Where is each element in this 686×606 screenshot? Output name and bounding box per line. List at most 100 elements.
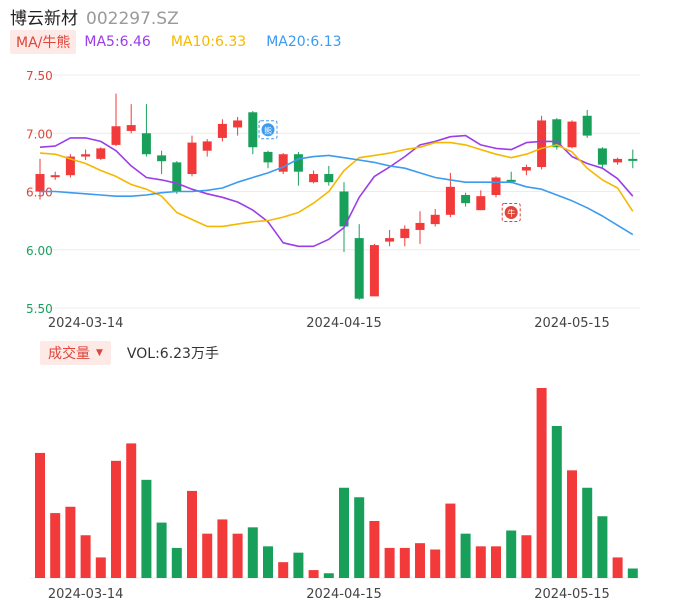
candle-body <box>126 125 136 131</box>
volume-indicator-label: 成交量 <box>48 346 90 362</box>
volume-bar <box>263 546 273 578</box>
stock-header: 博云新材 002297.SZ <box>10 4 179 29</box>
candle-body <box>278 154 288 172</box>
volume-bar <box>506 530 517 578</box>
candle <box>628 149 638 169</box>
candle <box>278 153 288 175</box>
volume-bar <box>460 533 471 578</box>
price-x-tick-label: 2024-04-15 <box>306 316 382 330</box>
bull-badge-icon: 牛 <box>501 202 521 222</box>
volume-bar <box>354 497 365 578</box>
candle-body <box>50 175 60 178</box>
candle <box>50 171 60 180</box>
volume-bar <box>278 562 289 578</box>
candle-body <box>157 155 167 162</box>
candle <box>461 192 471 207</box>
candle-body <box>613 158 623 163</box>
volume-bar <box>80 535 91 578</box>
candle-body <box>476 196 486 211</box>
candle-body <box>96 148 106 159</box>
volume-bar <box>521 535 532 578</box>
candle <box>430 208 440 227</box>
candle-body <box>415 222 425 230</box>
ma20-line <box>40 154 634 236</box>
bull-badge-icon-dot <box>504 205 518 219</box>
volume-bar <box>384 547 395 578</box>
price-y-tick-label: 7.00 <box>26 127 53 141</box>
ma5-line <box>39 134 634 248</box>
candle <box>187 135 197 177</box>
candle <box>354 224 364 300</box>
candle <box>202 139 212 157</box>
candle <box>309 170 319 184</box>
bull-badge-icon-text: 牛 <box>507 208 515 218</box>
caret-down-icon: ▼ <box>96 348 103 358</box>
candle <box>111 93 121 147</box>
candle-body <box>202 141 212 151</box>
candle-body <box>65 156 75 176</box>
candle <box>400 225 410 247</box>
volume-x-tick-label: 2024-03-14 <box>48 587 124 602</box>
volume-x-tick-label: 2024-04-15 <box>306 587 382 602</box>
volume-bar <box>50 513 61 578</box>
volume-legend: 成交量 ▼ VOL:6.23万手 <box>40 341 219 365</box>
candle <box>339 182 349 253</box>
candle-body <box>309 174 319 183</box>
volume-bar <box>171 547 182 578</box>
candle-body <box>628 158 638 161</box>
candle <box>96 147 106 161</box>
candle-body <box>187 142 197 175</box>
volume-bar <box>156 522 167 578</box>
stock-name: 博云新材 <box>10 9 78 29</box>
volume-bar <box>323 573 334 578</box>
price-x-tick-label: 2024-03-14 <box>48 316 124 330</box>
candle-body <box>567 121 577 148</box>
volume-bar <box>308 570 319 578</box>
candle-body <box>552 119 562 148</box>
volume-bar <box>430 549 441 578</box>
candle-body <box>248 112 258 148</box>
candle-body <box>217 123 227 138</box>
candle-body <box>400 228 410 239</box>
candle-body <box>324 174 334 183</box>
volume-bar <box>582 487 593 578</box>
candle <box>81 149 91 161</box>
candle <box>293 151 303 186</box>
candle-body <box>521 167 531 171</box>
price-y-tick-label: 5.50 <box>26 302 53 316</box>
volume-bar <box>35 452 45 578</box>
volume-bar <box>369 521 380 578</box>
volume-chart[interactable]: 2024-03-14 2024-04-15 2024-05-15 <box>0 360 686 606</box>
candle <box>567 120 577 149</box>
volume-indicator-button[interactable]: 成交量 ▼ <box>40 341 111 365</box>
ma10-label: MA10:6.33 <box>170 34 247 50</box>
candle <box>263 150 273 169</box>
candle-body <box>461 194 471 204</box>
candle-body <box>293 154 303 172</box>
candle <box>582 109 592 138</box>
volume-bar <box>141 479 152 578</box>
candle <box>369 243 379 297</box>
volume-bar <box>111 460 121 578</box>
candle-body <box>263 151 273 163</box>
candle <box>172 161 182 194</box>
candle-body <box>491 177 501 195</box>
volume-bar <box>567 470 577 578</box>
volume-bar <box>627 568 638 578</box>
bear-badge-icon-dot <box>261 123 275 137</box>
ma10-line <box>39 141 634 228</box>
volume-bar <box>293 552 304 578</box>
stock-code: 002297.SZ <box>86 9 179 29</box>
ma-indicator-button[interactable]: MA/牛熊 <box>10 30 77 54</box>
volume-bar <box>445 503 456 578</box>
candle <box>248 111 258 155</box>
volume-bar <box>202 533 213 578</box>
volume-bar <box>612 557 623 578</box>
volume-x-tick-label: 2024-05-15 <box>534 587 610 602</box>
volume-bar <box>339 487 349 578</box>
volume-bar <box>551 426 562 578</box>
candle-body <box>339 191 349 227</box>
candle-body <box>445 186 455 215</box>
candle-body <box>430 214 440 225</box>
